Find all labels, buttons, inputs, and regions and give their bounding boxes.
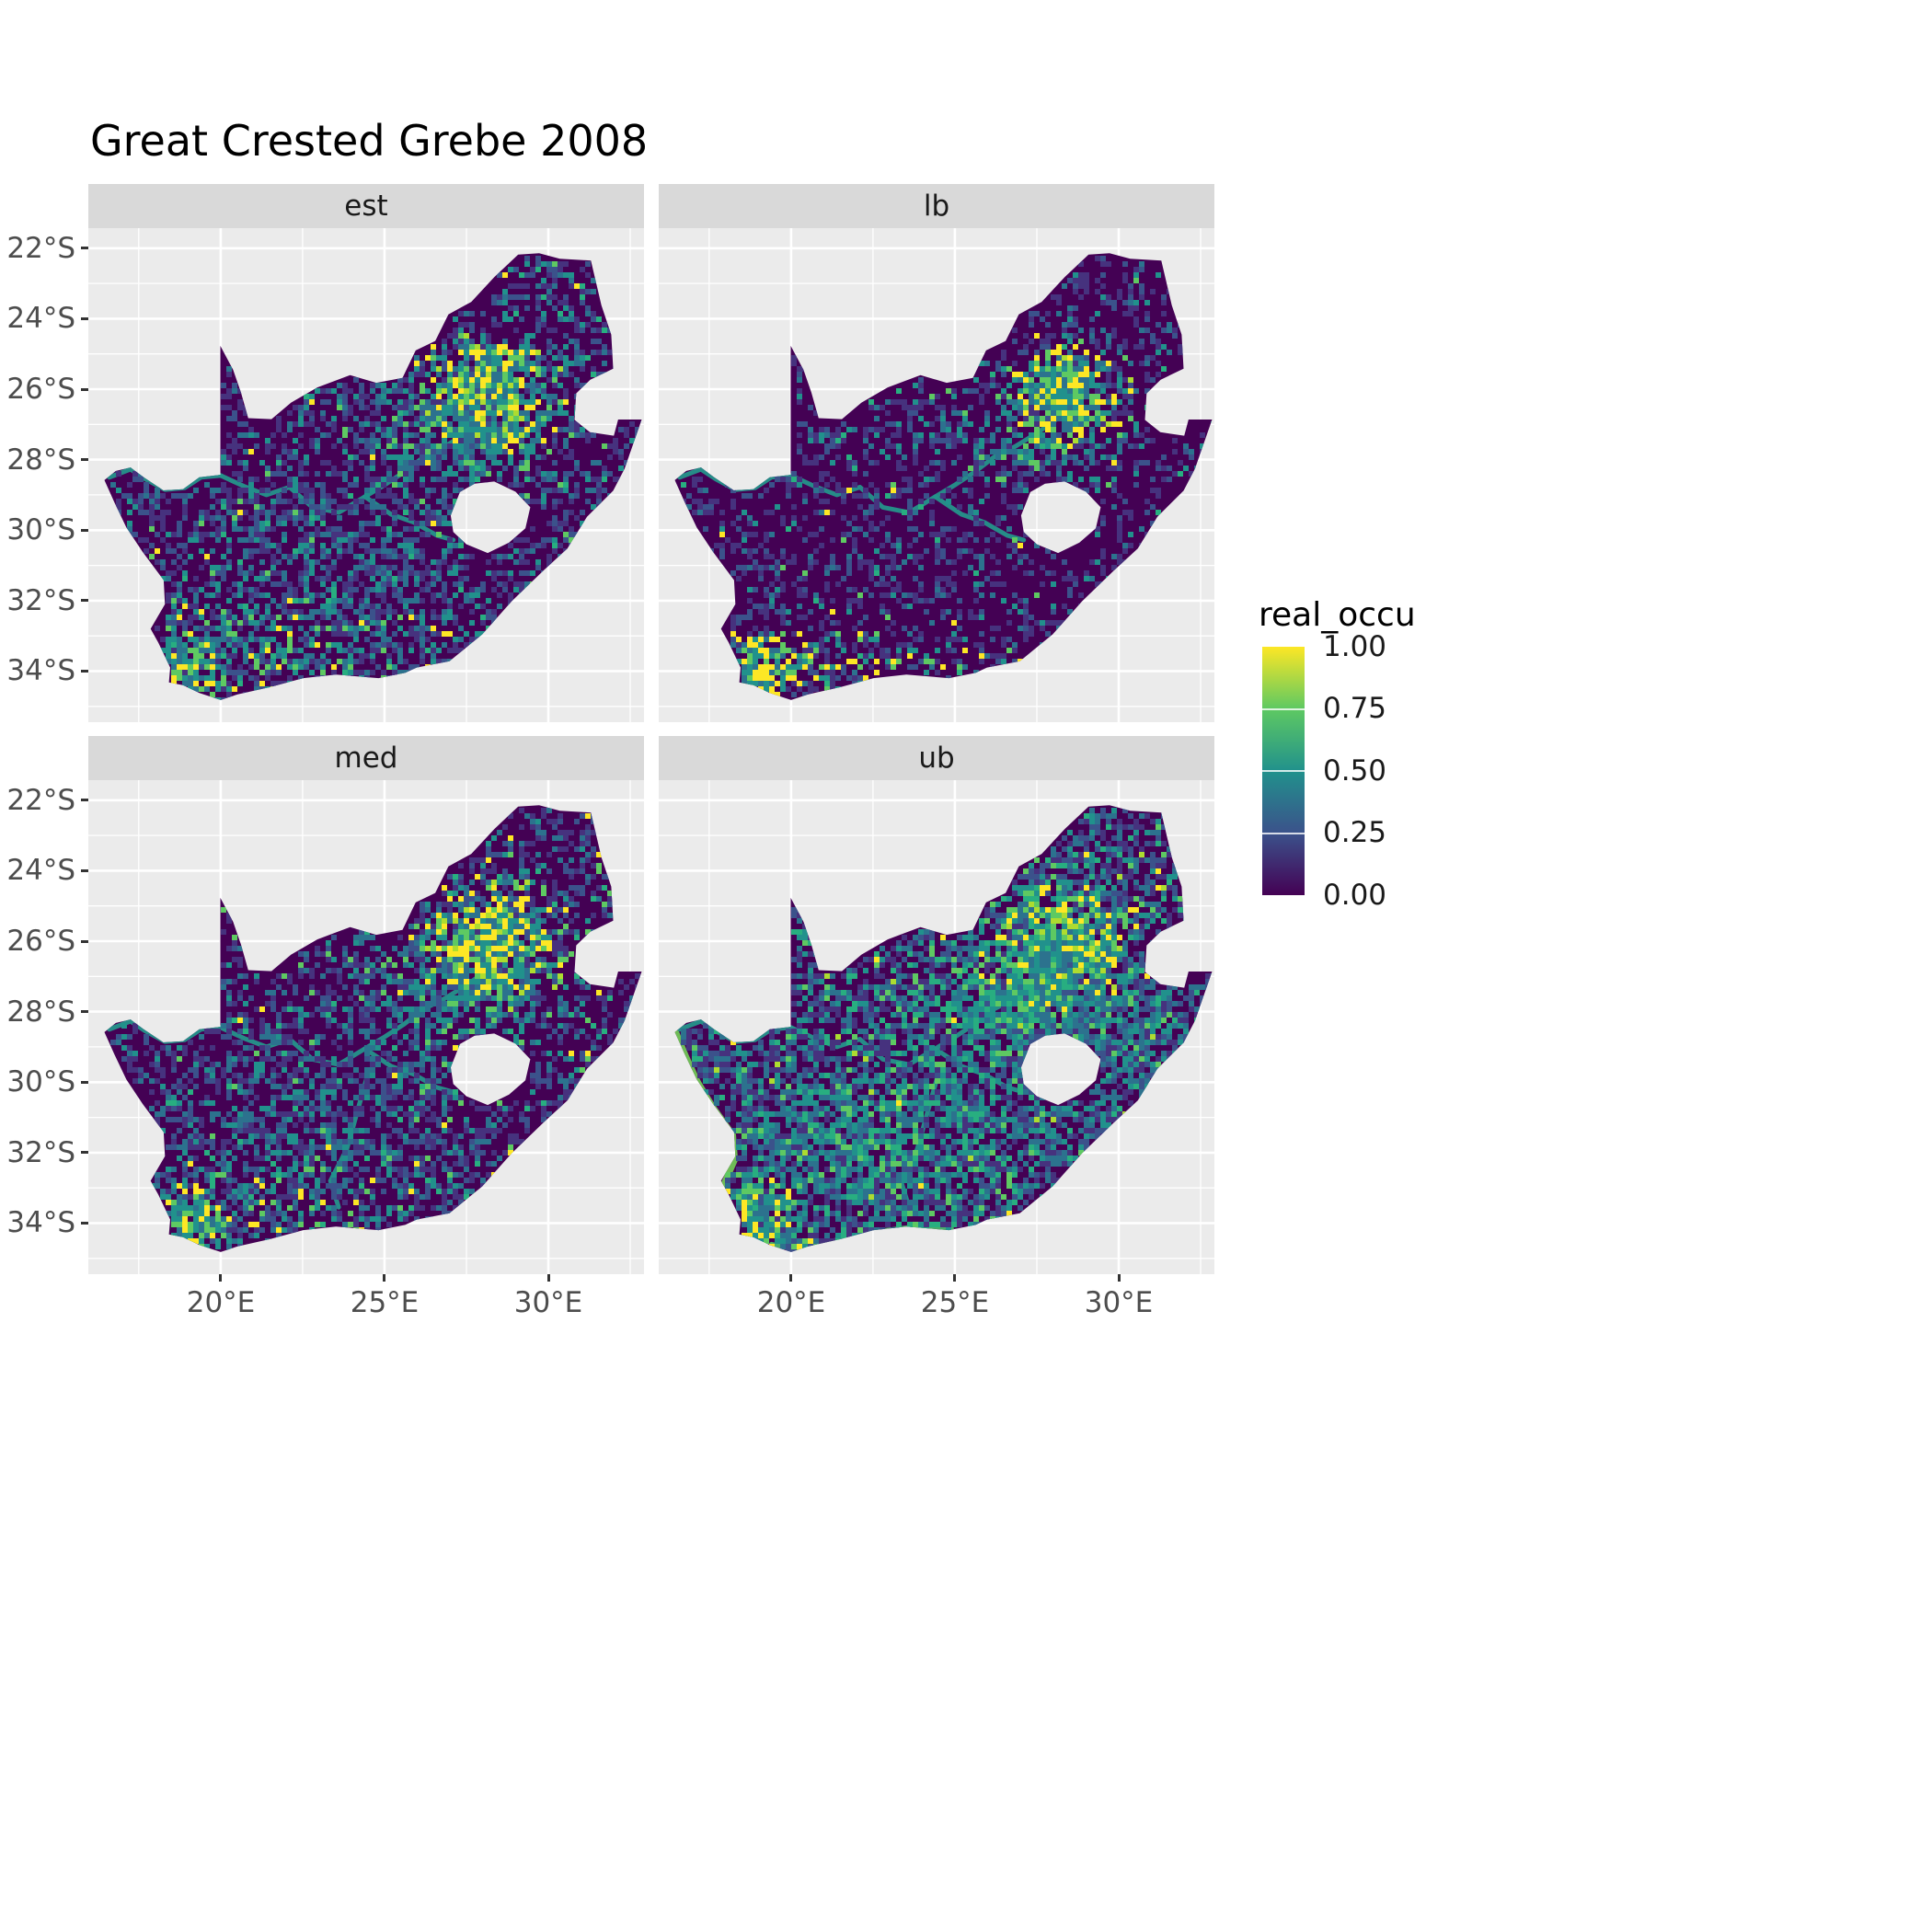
x-axis-tick xyxy=(789,1274,792,1282)
y-axis-tick-label: 26°S xyxy=(6,373,75,406)
y-axis-tick-label: 30°S xyxy=(6,1065,75,1098)
y-axis-tick xyxy=(81,599,88,602)
facet-strip-label: est xyxy=(344,190,388,223)
y-axis-tick-label: 28°S xyxy=(6,995,75,1029)
legend-tick-label: 1.00 xyxy=(1323,630,1387,663)
map-facet-est xyxy=(88,228,644,722)
x-axis-tick xyxy=(953,1274,956,1282)
y-axis-tick xyxy=(81,529,88,532)
legend-bar-tick xyxy=(1262,708,1305,710)
facet-strip-med: med xyxy=(88,736,644,780)
y-axis-tick-label: 26°S xyxy=(6,925,75,958)
y-axis-tick-label: 28°S xyxy=(6,443,75,477)
x-axis-tick-label: 20°E xyxy=(186,1286,256,1319)
x-axis-tick-label: 30°E xyxy=(513,1286,583,1319)
x-axis-tick xyxy=(383,1274,385,1282)
y-axis-tick xyxy=(81,799,88,801)
x-axis-tick-label: 25°E xyxy=(920,1286,990,1319)
y-axis-tick-label: 32°S xyxy=(6,1136,75,1169)
legend-title: real_occu xyxy=(1259,596,1416,634)
x-axis-tick-label: 25°E xyxy=(350,1286,420,1319)
facet-strip-label: ub xyxy=(918,742,955,775)
map-facet-med xyxy=(88,780,644,1274)
facet-strip-ub: ub xyxy=(659,736,1214,780)
y-axis-tick xyxy=(81,247,88,249)
y-axis-tick xyxy=(81,940,88,943)
y-axis-tick xyxy=(81,388,88,391)
legend-tick-label: 0.25 xyxy=(1323,816,1387,849)
legend-bar-tick xyxy=(1262,770,1305,772)
y-axis-tick xyxy=(81,1222,88,1225)
x-axis-tick-label: 20°E xyxy=(756,1286,826,1319)
y-axis-tick-label: 30°S xyxy=(6,513,75,546)
facet-strip-lb: lb xyxy=(659,184,1214,228)
legend-bar-tick xyxy=(1262,833,1305,834)
y-axis-tick xyxy=(81,1081,88,1084)
facet-strip-est: est xyxy=(88,184,644,228)
map-facet-ub xyxy=(659,780,1214,1274)
chart-title: Great Crested Grebe 2008 xyxy=(90,116,649,166)
x-axis-tick xyxy=(547,1274,550,1282)
y-axis-tick xyxy=(81,1010,88,1013)
x-axis-tick xyxy=(1118,1274,1121,1282)
x-axis-tick-label: 30°E xyxy=(1084,1286,1154,1319)
legend-tick-label: 0.50 xyxy=(1323,754,1387,788)
y-axis-tick xyxy=(81,670,88,673)
facet-panel-ub: ub xyxy=(659,736,1214,1274)
y-axis-tick-label: 34°S xyxy=(6,1206,75,1239)
facet-strip-label: lb xyxy=(923,190,950,223)
y-axis-tick xyxy=(81,458,88,461)
y-axis-tick-label: 24°S xyxy=(6,302,75,335)
y-axis-tick-label: 22°S xyxy=(6,784,75,817)
facet-panel-est: est xyxy=(88,184,644,722)
y-axis-tick-label: 22°S xyxy=(6,232,75,265)
facet-strip-label: med xyxy=(334,742,398,775)
facet-panel-lb: lb xyxy=(659,184,1214,722)
y-axis-tick xyxy=(81,869,88,872)
y-axis-tick xyxy=(81,1151,88,1154)
y-axis-tick-label: 32°S xyxy=(6,584,75,617)
legend-tick-label: 0.00 xyxy=(1323,879,1387,912)
y-axis-tick-label: 34°S xyxy=(6,654,75,687)
y-axis-tick-label: 24°S xyxy=(6,854,75,887)
facet-panel-med: med xyxy=(88,736,644,1274)
y-axis-tick xyxy=(81,317,88,320)
legend-tick-label: 0.75 xyxy=(1323,692,1387,725)
x-axis-tick xyxy=(219,1274,222,1282)
legend-colorbar xyxy=(1262,647,1305,895)
map-facet-lb xyxy=(659,228,1214,722)
